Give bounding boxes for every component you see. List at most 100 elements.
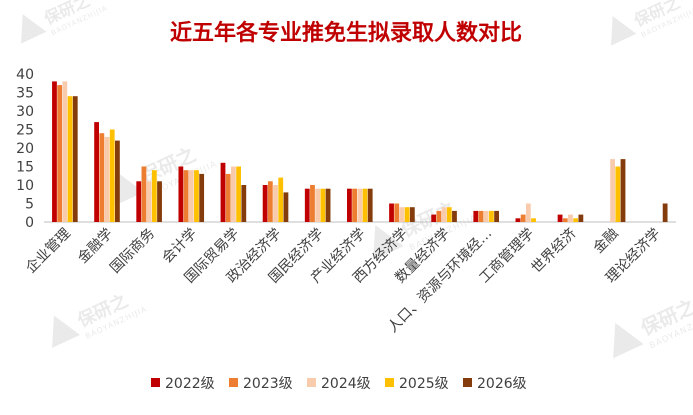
watermark-mark-icon [613, 322, 644, 359]
watermark-mark-icon [610, 16, 637, 46]
x-tick-label: 国际商务 [107, 226, 158, 277]
y-axis: 0 5 10 15 20 25 30 35 40 [16, 67, 34, 231]
legend-label: 2023级 [243, 376, 293, 392]
bar [220, 162, 226, 222]
bar [562, 218, 568, 222]
bar [273, 185, 278, 222]
legend-swatch [307, 378, 316, 387]
bar [357, 188, 363, 222]
legend-label: 2026级 [477, 376, 527, 392]
bar [610, 159, 615, 222]
bar [188, 170, 194, 222]
bar [236, 166, 241, 222]
bar [446, 207, 452, 222]
bar [409, 207, 415, 222]
bar [436, 210, 442, 222]
bar [578, 214, 584, 222]
bar [352, 188, 357, 222]
y-tick-label: 30 [16, 104, 34, 120]
bar [199, 173, 205, 222]
bar [94, 122, 99, 222]
bar [620, 159, 626, 222]
bar [573, 218, 579, 222]
legend-label: 2022级 [165, 376, 215, 392]
bar [178, 166, 184, 222]
bar [225, 173, 231, 222]
watermark-mark-icon [373, 224, 404, 261]
watermark-mark-icon [52, 315, 81, 348]
legend-swatch [229, 378, 238, 387]
y-tick-label: 10 [16, 178, 34, 194]
bar [452, 210, 457, 222]
bar [67, 96, 73, 222]
bar [441, 207, 447, 222]
y-tick-label: 0 [25, 215, 34, 231]
legend-label: 2025级 [399, 376, 449, 392]
bar [241, 185, 247, 222]
bar [325, 188, 331, 222]
bar [515, 218, 521, 222]
bar [404, 207, 410, 222]
y-tick-label: 15 [16, 160, 34, 176]
bar [52, 81, 57, 223]
bar [320, 188, 326, 222]
bar [283, 192, 289, 222]
bar [183, 170, 189, 222]
chart-title: 近五年各专业推免生拟录取人数对比 [170, 20, 522, 46]
y-tick-label: 20 [16, 141, 34, 157]
bar [389, 203, 394, 222]
bar [531, 218, 536, 222]
bar [489, 210, 494, 222]
legend-swatch [385, 378, 394, 387]
bar [146, 181, 152, 222]
bar [157, 181, 162, 222]
bar [520, 214, 526, 222]
bar [141, 166, 147, 222]
bar [57, 85, 63, 222]
legend-label: 2024级 [321, 376, 371, 392]
bar [568, 214, 573, 222]
y-tick-label: 35 [16, 86, 34, 102]
bar [310, 185, 315, 222]
bar [478, 210, 484, 222]
bar [304, 188, 310, 222]
bar [72, 96, 78, 222]
bar [394, 203, 400, 222]
bar [615, 166, 621, 222]
bar [431, 214, 437, 222]
y-tick-label: 40 [16, 67, 34, 83]
x-tick-label: 金融学 [75, 226, 116, 267]
bar [662, 203, 668, 222]
bar [557, 214, 563, 222]
bar [151, 170, 157, 222]
bar [194, 170, 199, 222]
bar [494, 210, 499, 222]
bar [367, 188, 373, 222]
bar [483, 210, 489, 222]
bar [109, 129, 115, 222]
y-tick-label: 25 [16, 123, 34, 139]
bar [315, 188, 321, 222]
bar [278, 177, 284, 222]
bar [136, 181, 142, 222]
bar [399, 207, 405, 222]
bar [347, 188, 352, 222]
legend-swatch [463, 378, 472, 387]
x-tick-label: 金融 [591, 226, 622, 257]
legend: 2022级 2023级 2024级 2025级 2026级 [151, 376, 527, 392]
bar [473, 210, 479, 222]
bar [231, 166, 236, 222]
bar [104, 136, 110, 222]
x-tick-label: 会计学 [159, 226, 200, 267]
bar [362, 188, 368, 222]
bar [525, 203, 531, 222]
x-tick-label: 世界经济 [529, 226, 580, 277]
x-tick-label: 企业管理 [22, 225, 74, 277]
bar [115, 140, 120, 222]
